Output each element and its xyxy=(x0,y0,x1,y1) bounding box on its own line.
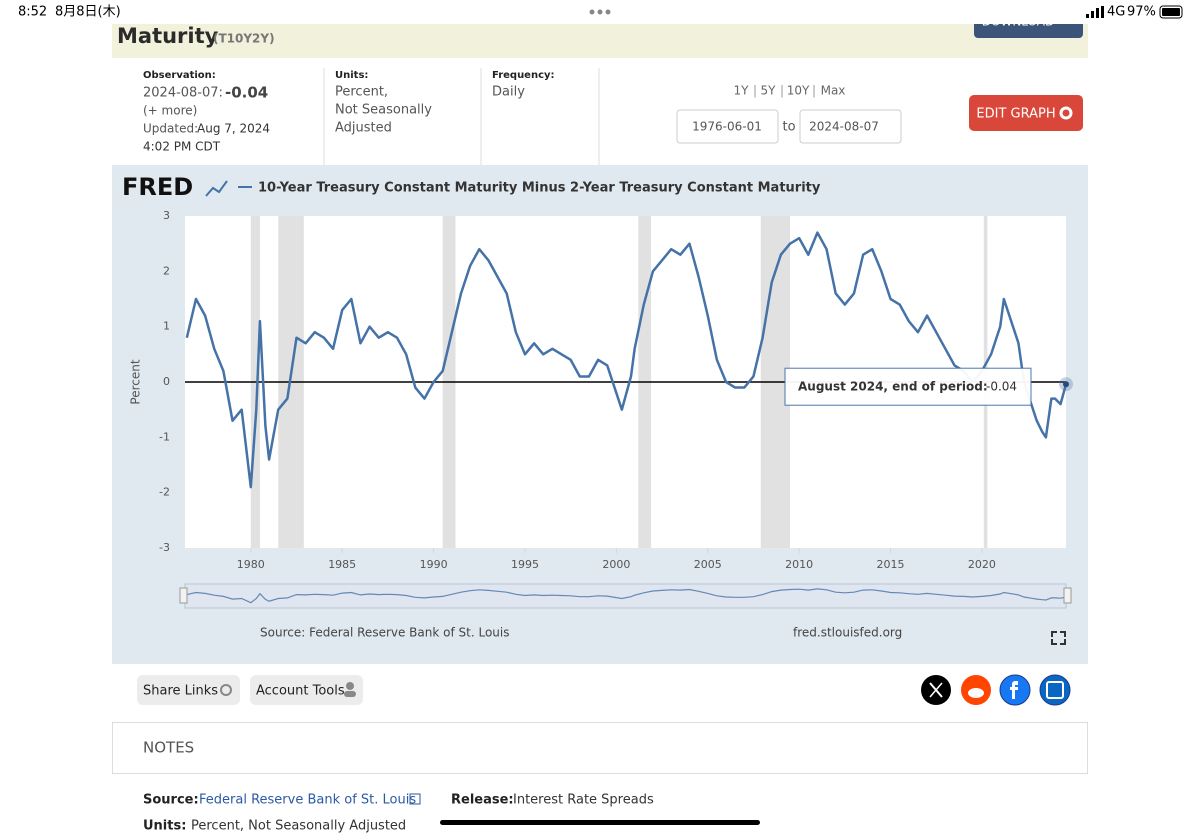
user-icon xyxy=(344,691,356,697)
x-tick-label: 1990 xyxy=(420,558,448,571)
label: Units: xyxy=(335,70,368,81)
y-tick-label: 2 xyxy=(163,264,170,277)
updated-time: 4:02 PM CDT xyxy=(143,140,221,154)
user-icon xyxy=(346,682,354,690)
end-input[interactable] xyxy=(799,109,902,144)
y-tick-label: 0 xyxy=(163,375,170,388)
label: Updated: xyxy=(143,122,198,136)
x-tick-label: 2005 xyxy=(694,558,722,571)
end-date[interactable]: 2024-08-07 xyxy=(809,120,879,134)
time: 8:52 xyxy=(18,5,47,20)
fred-logo: FRED xyxy=(122,173,193,201)
share-button[interactable] xyxy=(137,675,240,705)
start-input[interactable] xyxy=(676,109,779,144)
y-axis-label: Percent xyxy=(129,359,143,404)
plot: -3 -2 -1 0 1 2 3 1980 1985 1990 1995 2000 2005 2010 20… xyxy=(159,209,1073,571)
series-line xyxy=(185,231,1068,489)
label: Release: xyxy=(451,793,514,808)
sep: | xyxy=(812,84,816,98)
to: to xyxy=(782,120,795,135)
account-label[interactable]: Account Tools xyxy=(256,684,345,699)
social-linkedin[interactable] xyxy=(1039,674,1071,706)
range[interactable]: 5Y xyxy=(761,84,777,98)
chart-site: fred.stlouisfed.org xyxy=(793,626,902,640)
x-tick-label: 2010 xyxy=(785,558,813,571)
edit-graph-label[interactable]: EDIT GRAPH xyxy=(976,107,1055,122)
battery-level xyxy=(1162,8,1180,16)
social-facebook[interactable] xyxy=(999,674,1031,706)
navigator-series xyxy=(186,588,1067,604)
edit-graph-button[interactable] xyxy=(969,95,1083,131)
notes-box xyxy=(112,722,1088,774)
series-id: (T10Y2Y) xyxy=(213,32,275,46)
y-tick-label: 3 xyxy=(163,209,170,222)
tooltip-value: -0.04 xyxy=(986,380,1017,394)
y-tick-label: -1 xyxy=(159,430,170,443)
units: Percent, xyxy=(335,85,388,100)
dot xyxy=(597,9,603,15)
logo-icon xyxy=(205,180,228,197)
label: Frequency: xyxy=(492,70,555,81)
units: Adjusted xyxy=(335,121,392,136)
range-links: 1Y | 5Y | 10Y | Max xyxy=(734,84,846,98)
external-icon xyxy=(409,793,421,805)
label: Source: xyxy=(143,793,199,808)
x-tick-label: 2015 xyxy=(877,558,905,571)
sep: | xyxy=(780,84,784,98)
updated: Aug 7, 2024 xyxy=(197,122,270,136)
dot xyxy=(589,9,595,15)
x-tick-label: 1985 xyxy=(328,558,356,571)
range[interactable]: Max xyxy=(821,84,846,98)
signal xyxy=(1086,6,1104,18)
nav-handle[interactable] xyxy=(179,587,188,604)
gear-icon xyxy=(1059,106,1073,120)
navigator[interactable] xyxy=(184,583,1067,609)
y-tick-label: -3 xyxy=(159,541,170,554)
date: 8月8日(木) xyxy=(55,5,121,20)
notes-heading: NOTES xyxy=(143,739,194,757)
x-tick-label: 2000 xyxy=(602,558,630,571)
x-tick-label: 1980 xyxy=(237,558,265,571)
info: Observation: 2024-08-07: -0.04 (+ more) … xyxy=(143,68,600,165)
social-x[interactable] xyxy=(921,675,951,705)
tooltip xyxy=(784,367,1032,406)
units: Percent, Not Seasonally Adjusted xyxy=(191,819,406,834)
account-button[interactable] xyxy=(250,675,363,705)
x-tick-label: 2020 xyxy=(968,558,996,571)
chart-title: 10-Year Treasury Constant Maturity Minus… xyxy=(258,181,821,196)
series-title: Maturity xyxy=(117,24,219,48)
fullscreen-icon[interactable] xyxy=(1051,631,1066,645)
range[interactable]: 1Y xyxy=(734,84,750,98)
network: 4G xyxy=(1107,5,1125,20)
home-indicator xyxy=(440,820,760,825)
navigator-line xyxy=(186,588,1067,604)
social-reddit[interactable] xyxy=(961,675,991,705)
dot xyxy=(605,9,611,15)
range[interactable]: 10Y xyxy=(787,84,810,98)
nav-handle[interactable] xyxy=(1063,587,1072,604)
label: Observation: xyxy=(143,70,216,81)
battery-text: 97% xyxy=(1127,5,1156,20)
frequency: Daily xyxy=(492,85,525,100)
obs-value: -0.04 xyxy=(225,84,268,102)
y-tick-label: 1 xyxy=(163,320,170,333)
start-date[interactable]: 1976-06-01 xyxy=(692,120,762,134)
x-tick-label: 1995 xyxy=(511,558,539,571)
tooltip-label: August 2024, end of period: xyxy=(798,380,988,394)
hover-point xyxy=(1063,381,1069,388)
obs-date: 2024-08-07: xyxy=(143,86,223,101)
units: Not Seasonally xyxy=(335,103,432,118)
more[interactable]: (+ more) xyxy=(143,104,197,118)
battery-icon xyxy=(1159,5,1183,19)
link-icon xyxy=(220,684,232,696)
source-link[interactable]: Federal Reserve Bank of St. Louis xyxy=(199,793,416,808)
y-tick-label: -2 xyxy=(159,486,170,499)
chart-source: Source: Federal Reserve Bank of St. Loui… xyxy=(260,626,509,640)
release: Interest Rate Spreads xyxy=(513,793,654,808)
share-label[interactable]: Share Links xyxy=(143,684,218,699)
label: Units: xyxy=(143,819,186,834)
sep: | xyxy=(753,84,757,98)
